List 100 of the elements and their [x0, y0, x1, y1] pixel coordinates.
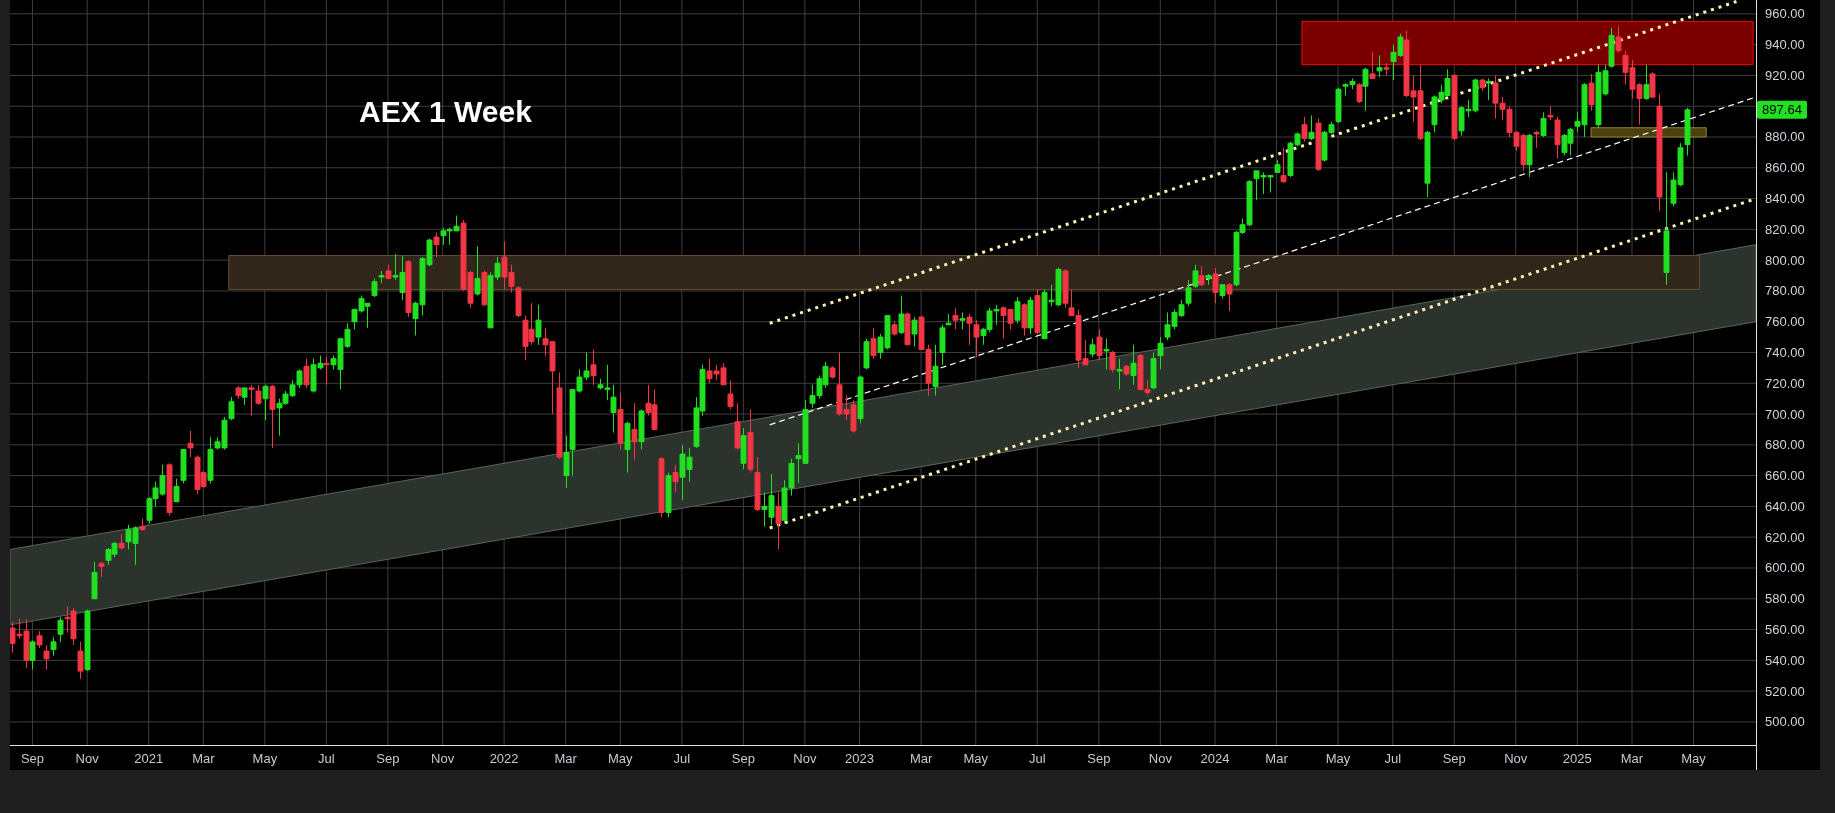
candlestick: [1356, 82, 1363, 104]
x-tick-label: Jul: [1384, 751, 1402, 766]
x-tick-label: Sep: [20, 751, 45, 766]
candlestick: [638, 408, 645, 450]
candlestick: [1212, 267, 1219, 304]
x-tick-label: Sep: [1087, 751, 1111, 766]
candlestick: [1226, 282, 1233, 312]
y-tick-label: 760.00: [1765, 314, 1805, 330]
candlestick: [945, 313, 952, 326]
candlestick: [1274, 159, 1281, 173]
candlestick: [1308, 114, 1315, 141]
candlestick: [91, 561, 98, 600]
y-tick-label: 800.00: [1765, 252, 1805, 268]
x-tick-label: Jul: [1028, 751, 1046, 766]
candlestick: [617, 392, 624, 450]
candlestick: [29, 639, 36, 671]
candlestick: [1150, 351, 1157, 390]
candlestick: [57, 616, 64, 643]
candlestick: [1280, 147, 1287, 184]
candlestick: [385, 264, 392, 280]
y-tick-label: 600.00: [1765, 560, 1805, 576]
x-tick-label: Mar: [1620, 751, 1644, 766]
y-tick-label: 740.00: [1765, 344, 1805, 360]
candlestick: [1130, 344, 1137, 386]
candlestick: [1185, 279, 1192, 307]
y-tick-label: 640.00: [1765, 498, 1805, 514]
candlestick: [228, 396, 235, 421]
candlestick: [747, 408, 754, 474]
candlestick: [1014, 296, 1021, 324]
candlestick: [727, 379, 734, 410]
candlestick: [1451, 73, 1458, 141]
candlestick: [1192, 264, 1199, 289]
text: 897.64: [1762, 102, 1802, 118]
y-tick-label: 540.00: [1765, 652, 1805, 668]
y-tick-label: 880.00: [1765, 129, 1805, 145]
candlestick: [775, 492, 782, 551]
candlestick: [959, 311, 966, 330]
candlestick: [1198, 265, 1205, 287]
y-tick-label: 680.00: [1765, 437, 1805, 453]
x-tick-label: Mar: [192, 751, 216, 766]
x-tick-label: Sep: [376, 751, 400, 766]
y-tick-label: 940.00: [1765, 37, 1805, 53]
x-tick-label: May: [1325, 751, 1351, 766]
x-tick-label: Sep: [731, 751, 755, 766]
candlestick: [658, 456, 665, 518]
candlestick: [1301, 116, 1308, 143]
candlestick: [891, 321, 898, 337]
candlestick: [1062, 268, 1069, 309]
x-tick-label: 2024: [1200, 751, 1230, 766]
candlestick: [207, 436, 214, 484]
y-tick-label: 700.00: [1765, 406, 1805, 422]
candlestick: [515, 285, 522, 318]
y-tick-label: 780.00: [1765, 283, 1805, 299]
candlestick: [563, 435, 570, 489]
x-tick-label: Mar: [554, 751, 578, 766]
candlestick: [1123, 364, 1130, 377]
candlestick: [1027, 296, 1034, 335]
candlestick: [734, 402, 741, 450]
y-tick-label: 560.00: [1765, 622, 1805, 638]
candlestick: [1335, 87, 1342, 124]
candlestick: [1547, 105, 1554, 121]
candlestick: [180, 448, 187, 484]
x-tick-label: 2025: [1562, 751, 1592, 766]
x-tick-label: Nov: [431, 751, 455, 766]
candlestick: [1021, 302, 1028, 337]
candlestick: [1096, 328, 1103, 361]
y-tick-label: 720.00: [1765, 375, 1805, 391]
candlestick: [77, 641, 84, 680]
x-tick-label: May: [252, 751, 278, 766]
candlestick: [1588, 73, 1595, 112]
candlestick: [371, 278, 378, 298]
candlestick: [235, 385, 242, 400]
x-tick-label: Nov: [1504, 751, 1528, 766]
y-tick-label: 920.00: [1765, 67, 1805, 83]
candlestick: [1362, 67, 1369, 112]
candlestick: [1109, 350, 1116, 373]
candlestick: [1157, 336, 1164, 370]
candlestick: [303, 358, 310, 389]
candlestick: [323, 356, 330, 386]
y-tick-label: 960.00: [1765, 6, 1805, 22]
candlestick: [863, 338, 870, 370]
candlestick: [166, 462, 173, 517]
candlestick: [118, 533, 125, 551]
x-tick-label: 2022: [489, 751, 519, 766]
candlestick: [966, 313, 973, 346]
candlestick: [911, 316, 918, 347]
text: AEX 1 Week: [359, 95, 533, 128]
candlestick: [248, 384, 255, 417]
candlestick: [904, 311, 911, 346]
candlestick: [481, 270, 488, 307]
candlestick: [665, 472, 672, 518]
candlestick: [1656, 93, 1663, 212]
x-tick-label: May: [1681, 751, 1707, 766]
candlestick: [829, 365, 836, 380]
candlestick: [378, 270, 385, 284]
candlestick: [173, 478, 180, 503]
candlestick: [898, 295, 905, 335]
candlestick: [1103, 338, 1110, 370]
x-tick-label: Nov: [75, 751, 100, 766]
candlestick: [1116, 358, 1123, 390]
